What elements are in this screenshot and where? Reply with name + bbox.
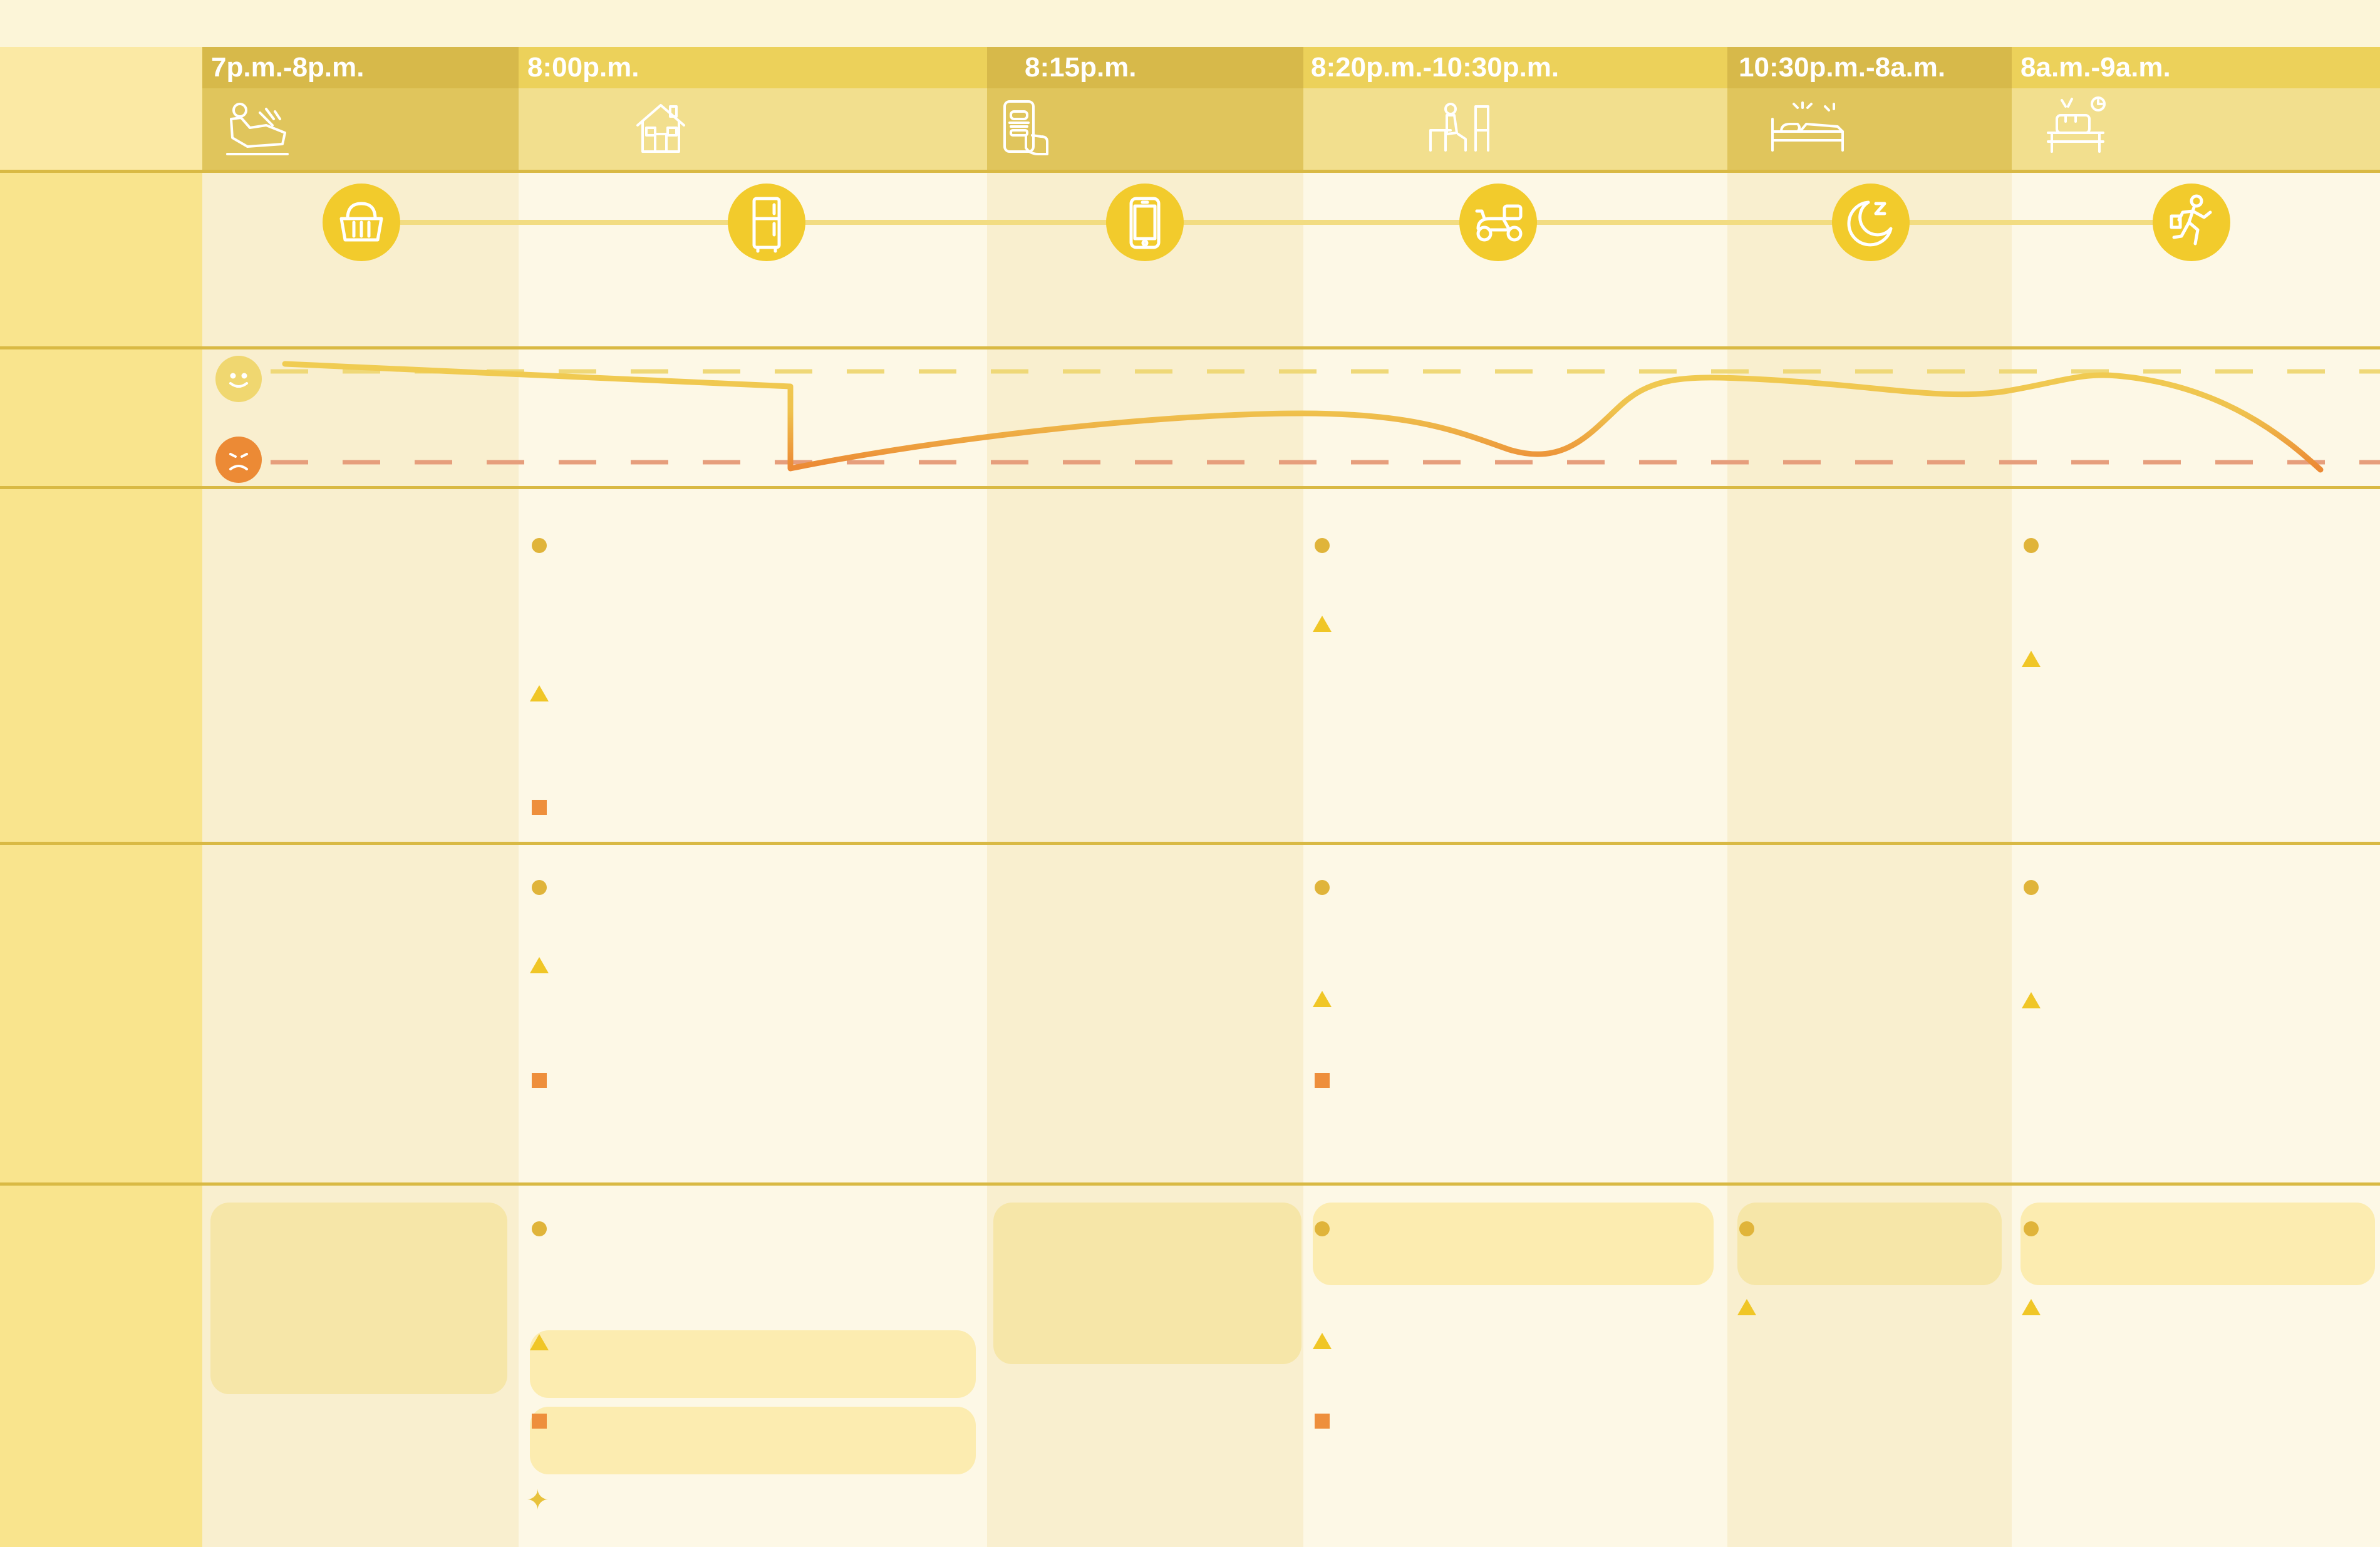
stage-column-5-bg: [1727, 47, 2012, 1547]
bullet-square: [532, 1414, 547, 1429]
touchpoint-connector-line: [361, 220, 2190, 225]
header-top-2: [519, 47, 987, 88]
divider-touchpoints-bottom: [0, 346, 2380, 349]
bullet-triangle: [2022, 992, 2041, 1008]
bullet-triangle: [1313, 991, 1332, 1007]
bullet-square: [1315, 1073, 1330, 1088]
waiting-at-table-icon: [1425, 101, 1494, 153]
note-card: [1737, 1203, 2002, 1285]
header-bottom-1: [202, 88, 519, 171]
bullet-triangle: [530, 957, 549, 973]
divider-header-bottom: [0, 170, 2380, 173]
bullet-triangle: [1313, 616, 1332, 632]
bullet-dot: [532, 880, 547, 895]
header-bottom-3: [987, 88, 1303, 171]
basket-icon: [323, 184, 400, 261]
bullet-square: [1315, 1414, 1330, 1429]
sleeping-in-bed-icon: [1769, 100, 1846, 152]
stage-column-2-bg: [519, 47, 987, 1547]
stage-time-6: 8a.m.-9a.m.: [2020, 52, 2171, 83]
bullet-dot: [1315, 538, 1330, 553]
stage-time-5: 10:30p.m.-8a.m.: [1739, 52, 1946, 83]
header-top-5: [1727, 47, 2012, 88]
note-card: [1313, 1203, 1714, 1285]
header-top-4: [1303, 47, 1727, 88]
bullet-triangle: [1737, 1299, 1756, 1315]
stage-time-2: 8:00p.m.: [527, 52, 639, 83]
emotion-curve-chart: [271, 361, 2380, 473]
note-card: [2020, 1203, 2375, 1285]
divider-row-1-bottom: [0, 842, 2380, 845]
header-left-cell: [0, 47, 202, 171]
sad-face-icon: [215, 437, 262, 483]
header-bottom-4: [1303, 88, 1727, 171]
bullet-square: [532, 800, 547, 815]
top-strip: [0, 0, 2380, 47]
header-top-3: [987, 47, 1303, 88]
bullet-triangle: [1313, 1333, 1332, 1349]
header-top-1: [202, 47, 519, 88]
note-card: [210, 1203, 507, 1394]
header-bottom-5: [1727, 88, 2012, 171]
stage-column-4-bg: [1303, 47, 1727, 1547]
bullet-dot: [2024, 538, 2039, 553]
note-card: [993, 1203, 1301, 1364]
bullet-dot: [532, 1221, 547, 1236]
header-bottom-2: [519, 88, 987, 171]
bullet-triangle: [530, 685, 549, 701]
running-late-icon: [2153, 184, 2230, 261]
bullet-dot: [2024, 880, 2039, 895]
divider-emotion-bottom: [0, 486, 2380, 489]
row-label-column: [0, 47, 202, 1547]
bullet-triangle: [2022, 651, 2041, 667]
bullet-triangle: [530, 1334, 549, 1350]
bullet-dot: [1315, 1221, 1330, 1236]
house-icon: [633, 99, 689, 155]
bullet-sparkle: ✦: [526, 1484, 549, 1516]
note-card: [530, 1330, 976, 1398]
note-card: [530, 1407, 976, 1474]
stage-time-1: 7p.m.-8p.m.: [211, 52, 365, 83]
phone-order-icon: [997, 98, 1053, 158]
bullet-triangle: [2022, 1299, 2041, 1315]
bullet-square: [532, 1073, 547, 1088]
happy-face-icon: [215, 356, 262, 402]
moon-sleep-icon: [1832, 184, 1910, 261]
emotion-curve: [282, 361, 2324, 473]
bullet-dot: [532, 538, 547, 553]
bullet-dot: [1315, 880, 1330, 895]
header-bottom-6: [2012, 88, 2380, 171]
stage-time-3: 8:15p.m.: [1025, 52, 1137, 83]
header-top-6: [2012, 47, 2380, 88]
smartphone-icon: [1106, 184, 1184, 261]
stage-column-6-bg: [2012, 47, 2380, 1547]
delivery-scooter-icon: [1459, 184, 1537, 261]
refrigerator-icon: [728, 184, 805, 261]
breakfast-table-icon: [2043, 95, 2112, 155]
bullet-dot: [2024, 1221, 2039, 1236]
stage-time-4: 8:20p.m.-10:30p.m.: [1311, 52, 1560, 83]
bullet-dot: [1739, 1221, 1754, 1236]
divider-row-2-bottom: [0, 1182, 2380, 1186]
relaxing-person-icon: [222, 100, 291, 157]
